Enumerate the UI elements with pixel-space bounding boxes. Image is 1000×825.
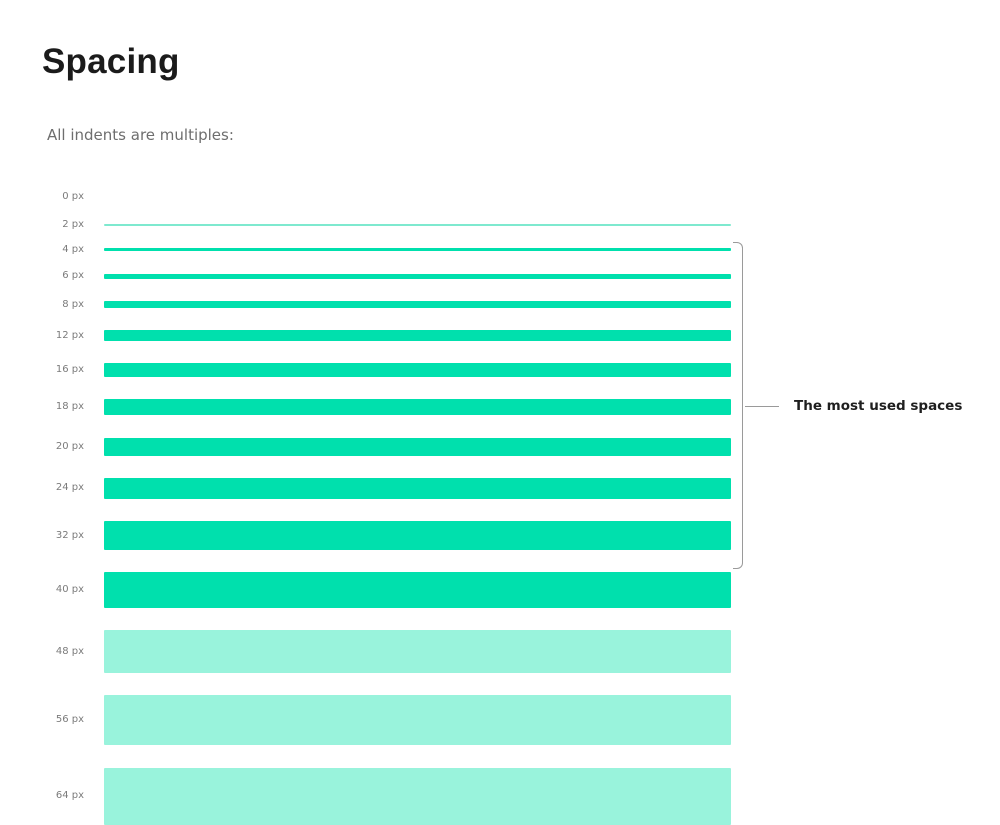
spacing-label: 20 px	[56, 441, 84, 453]
spacing-label: 24 px	[56, 482, 84, 494]
spacing-bar	[104, 768, 731, 825]
spacing-bar	[104, 274, 731, 279]
spacing-bar	[104, 224, 731, 226]
spacing-label: 56 px	[56, 714, 84, 726]
spacing-bar	[104, 248, 731, 252]
spacing-bar	[104, 630, 731, 673]
spacing-label: 18 px	[56, 401, 84, 413]
spacing-bar	[104, 363, 731, 377]
spacing-bar	[104, 521, 731, 550]
spacing-bar	[104, 478, 731, 500]
spacing-label: 8 px	[62, 299, 84, 311]
spacing-bar	[104, 330, 731, 341]
spacing-label: 4 px	[62, 244, 84, 256]
spacing-bar	[104, 301, 731, 308]
spacing-bar	[104, 572, 731, 608]
spacing-bar	[104, 438, 731, 456]
spacing-label: 32 px	[56, 530, 84, 542]
spacing-label: 0 px	[62, 191, 84, 203]
spacing-label: 16 px	[56, 364, 84, 376]
most-used-label: The most used spaces	[794, 398, 962, 414]
spacing-label: 64 px	[56, 790, 84, 802]
spacing-label: 6 px	[62, 270, 84, 282]
spacing-label: 2 px	[62, 219, 84, 231]
spacing-scale: 0 px 2 px 4 px 6 px 8 px 12 px 16 px 18 px 20 px…	[0, 0, 1000, 750]
spacing-bar	[104, 399, 731, 415]
most-used-bracket	[733, 242, 743, 569]
bracket-leader-line	[745, 406, 779, 407]
spacing-label: 12 px	[56, 330, 84, 342]
spacing-label: 48 px	[56, 646, 84, 658]
spacing-bar	[104, 695, 731, 745]
spacing-label: 40 px	[56, 584, 84, 596]
